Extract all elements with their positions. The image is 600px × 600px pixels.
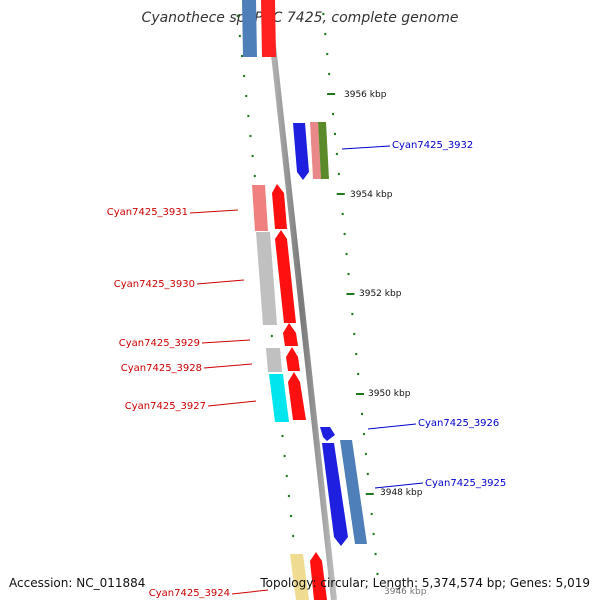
gene-blocks-top	[242, 0, 276, 57]
gene-arrow	[288, 372, 306, 420]
gene-label-3930[interactable]: Cyan7425_3930	[114, 279, 195, 290]
gene-label-3924[interactable]: Cyan7425_3924	[149, 588, 230, 599]
gene-block	[261, 0, 276, 57]
gene-arrow	[275, 230, 296, 323]
gene-labels: Cyan7425_3932 Cyan7425_3931 Cyan7425_393…	[107, 140, 507, 599]
gene-block	[269, 374, 289, 422]
gene-cluster-reverse	[252, 184, 306, 422]
genome-backbone	[265, 0, 337, 600]
map-title: Cyanothece sp. PCC 7425, complete genome	[141, 10, 459, 26]
leader-line	[207, 400, 257, 407]
gene-label-3928[interactable]: Cyan7425_3928	[121, 363, 202, 374]
leader-line	[231, 589, 269, 595]
gene-block	[310, 122, 321, 179]
gene-label-3926[interactable]: Cyan7425_3926	[418, 418, 499, 429]
gene-block	[290, 554, 309, 600]
leader-line	[196, 279, 245, 285]
leader-line	[201, 339, 251, 344]
gene-arrow	[286, 347, 300, 371]
scale-label: 3950 kbp	[368, 389, 411, 399]
gene-arrow	[272, 184, 287, 229]
gene-block	[340, 440, 367, 544]
gene-block	[252, 185, 268, 231]
gene-arrow	[283, 323, 298, 346]
leader-line	[341, 145, 391, 150]
leader-lines	[189, 145, 424, 595]
gene-label-3927[interactable]: Cyan7425_3927	[125, 401, 206, 412]
leader-line	[374, 482, 424, 489]
scale-label: 3948 kbp	[380, 488, 423, 498]
gene-arrow	[320, 427, 335, 441]
gene-cluster-3932	[293, 122, 329, 180]
scale-label: 3956 kbp	[344, 90, 387, 100]
gene-label-3931[interactable]: Cyan7425_3931	[107, 207, 188, 218]
gene-block	[242, 0, 257, 57]
leader-line	[367, 423, 417, 430]
gene-blocks-bottom	[290, 552, 327, 600]
gene-block	[318, 122, 329, 179]
scale-label: 3952 kbp	[359, 289, 402, 299]
scale-label: 3954 kbp	[350, 190, 393, 200]
gene-arrow	[293, 123, 309, 180]
gene-block	[256, 232, 277, 325]
gene-cluster-forward	[320, 427, 367, 546]
gene-block	[266, 348, 282, 372]
accession-text: Accession: NC_011884	[9, 576, 146, 590]
scale-label: 3946 kbp	[384, 587, 427, 597]
leader-line	[189, 209, 239, 214]
genome-summary-text: Topology: circular; Length: 5,374,574 bp…	[260, 576, 590, 590]
leader-line	[203, 363, 253, 369]
gene-arrow	[322, 443, 348, 546]
scale-labels: 3956 kbp 3954 kbp 3952 kbp 3950 kbp 3948…	[344, 90, 427, 597]
gene-label-3932[interactable]: Cyan7425_3932	[392, 140, 473, 151]
gene-arrow	[310, 552, 327, 600]
gene-label-3929[interactable]: Cyan7425_3929	[119, 338, 200, 349]
gene-label-3925[interactable]: Cyan7425_3925	[425, 478, 506, 489]
